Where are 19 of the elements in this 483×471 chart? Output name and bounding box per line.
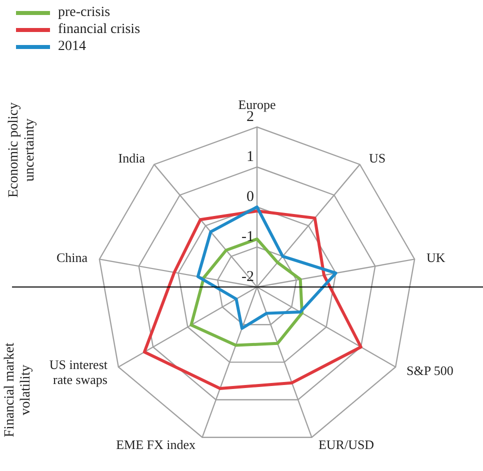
spoke-label: US [368,150,386,166]
y-tick-label: -1 [242,229,254,245]
y-tick-label: 1 [246,149,254,165]
legend-label: 2014 [58,38,86,54]
spoke-label: India [118,150,146,166]
y-tick-label: 0 [246,189,254,205]
text: Economic policy uncertainty [6,101,38,200]
y-tick-label: 2 [246,109,254,125]
y-tick-label: -2 [242,269,254,285]
spoke-label: China [56,250,88,265]
spoke-label: US interest rate swaps [49,357,108,387]
spoke-label: Europe [238,97,276,112]
spoke-label: S&P 500 [406,363,454,378]
legend-label: pre-crisis [58,4,110,20]
spoke-label: EME FX index [116,436,196,452]
legend-label: financial crisis [58,22,140,38]
spoke-label: EUR/USD [318,436,374,452]
spoke-label: UK [426,250,446,265]
text: Financial market volatility [2,342,34,440]
